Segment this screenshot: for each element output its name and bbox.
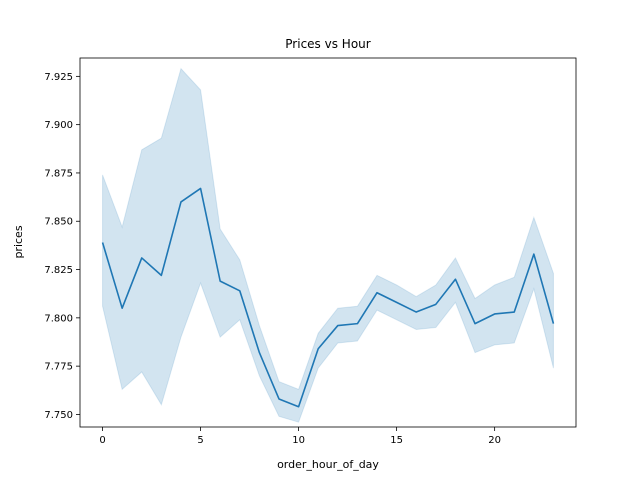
series-line — [101, 187, 555, 408]
data-point — [258, 352, 260, 354]
y-tick-label: 7.850 — [44, 217, 73, 228]
y-tick-label: 7.750 — [44, 410, 73, 421]
data-point — [200, 187, 202, 189]
y-axis: 7.750 7.775 7.800 7.825 7.850 7.875 7.900 7.925 — [44, 72, 80, 421]
data-point — [141, 257, 143, 259]
y-axis-label: prices — [12, 225, 25, 258]
data-point — [454, 278, 456, 280]
data-point — [180, 201, 182, 203]
data-point — [239, 290, 241, 292]
data-point — [494, 313, 496, 315]
x-axis: 0 5 10 15 20 — [99, 427, 501, 446]
data-point — [415, 311, 417, 313]
y-tick-label: 7.875 — [44, 168, 73, 179]
data-point — [102, 242, 104, 244]
data-point — [533, 253, 535, 255]
data-point — [513, 311, 515, 313]
data-point — [160, 274, 162, 276]
data-point — [435, 303, 437, 305]
y-tick-label: 7.900 — [44, 120, 73, 131]
data-point — [356, 323, 358, 325]
axes-frame — [79, 57, 577, 428]
data-point — [337, 325, 339, 327]
y-tick-label: 7.775 — [44, 362, 73, 373]
confidence-band — [102, 67, 554, 423]
data-point — [552, 323, 554, 325]
data-point — [376, 292, 378, 294]
x-tick-label: 0 — [99, 435, 105, 446]
x-tick-label: 20 — [488, 435, 501, 446]
y-tick-label: 7.825 — [44, 265, 73, 276]
data-point — [219, 280, 221, 282]
x-tick-label: 15 — [390, 435, 403, 446]
data-point — [396, 301, 398, 303]
chart-title: Prices vs Hour — [285, 37, 370, 51]
data-point — [121, 307, 123, 309]
x-axis-label: order_hour_of_day — [277, 458, 379, 471]
x-tick-label: 10 — [292, 435, 305, 446]
data-point — [317, 348, 319, 350]
x-tick-label: 5 — [197, 435, 203, 446]
y-tick-label: 7.925 — [44, 72, 73, 83]
plot-area — [101, 67, 555, 423]
data-point — [298, 406, 300, 408]
data-point — [474, 323, 476, 325]
data-point — [278, 398, 280, 400]
y-tick-label: 7.800 — [44, 313, 73, 324]
